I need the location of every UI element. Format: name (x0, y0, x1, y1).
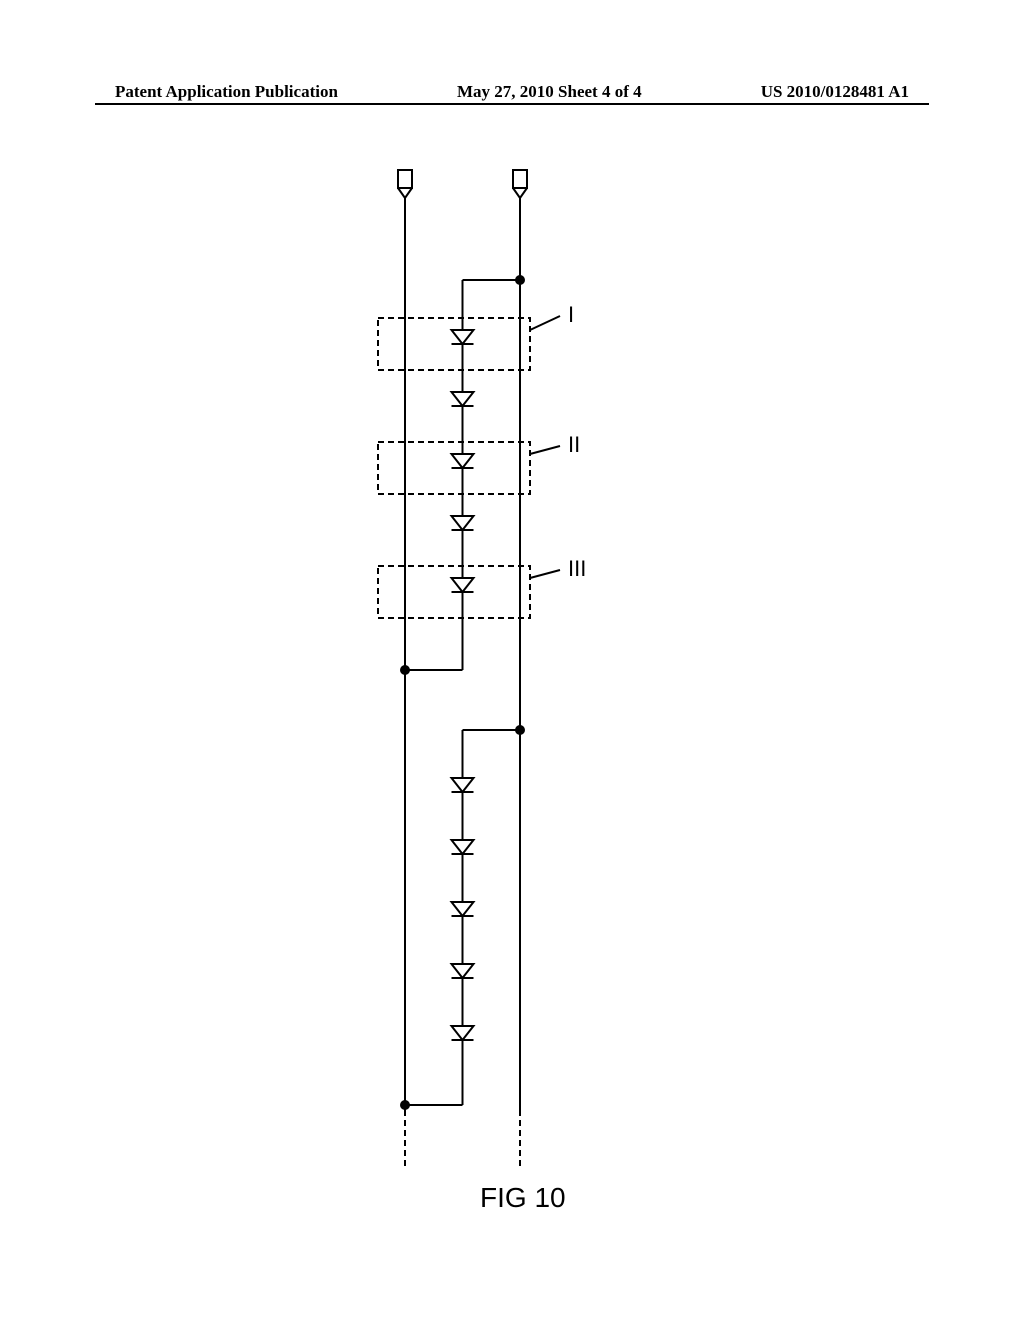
header-rule (95, 103, 929, 105)
header-right: US 2010/0128481 A1 (761, 82, 909, 102)
svg-text:III: III (568, 556, 586, 581)
figure-label: FIG 10 (480, 1182, 566, 1214)
circuit-diagram: IIIIII (0, 160, 1024, 1180)
header-left: Patent Application Publication (115, 82, 338, 102)
svg-text:I: I (568, 302, 574, 327)
circuit-svg: IIIIII (0, 160, 1024, 1180)
svg-text:II: II (568, 432, 580, 457)
header-center: May 27, 2010 Sheet 4 of 4 (457, 82, 642, 102)
